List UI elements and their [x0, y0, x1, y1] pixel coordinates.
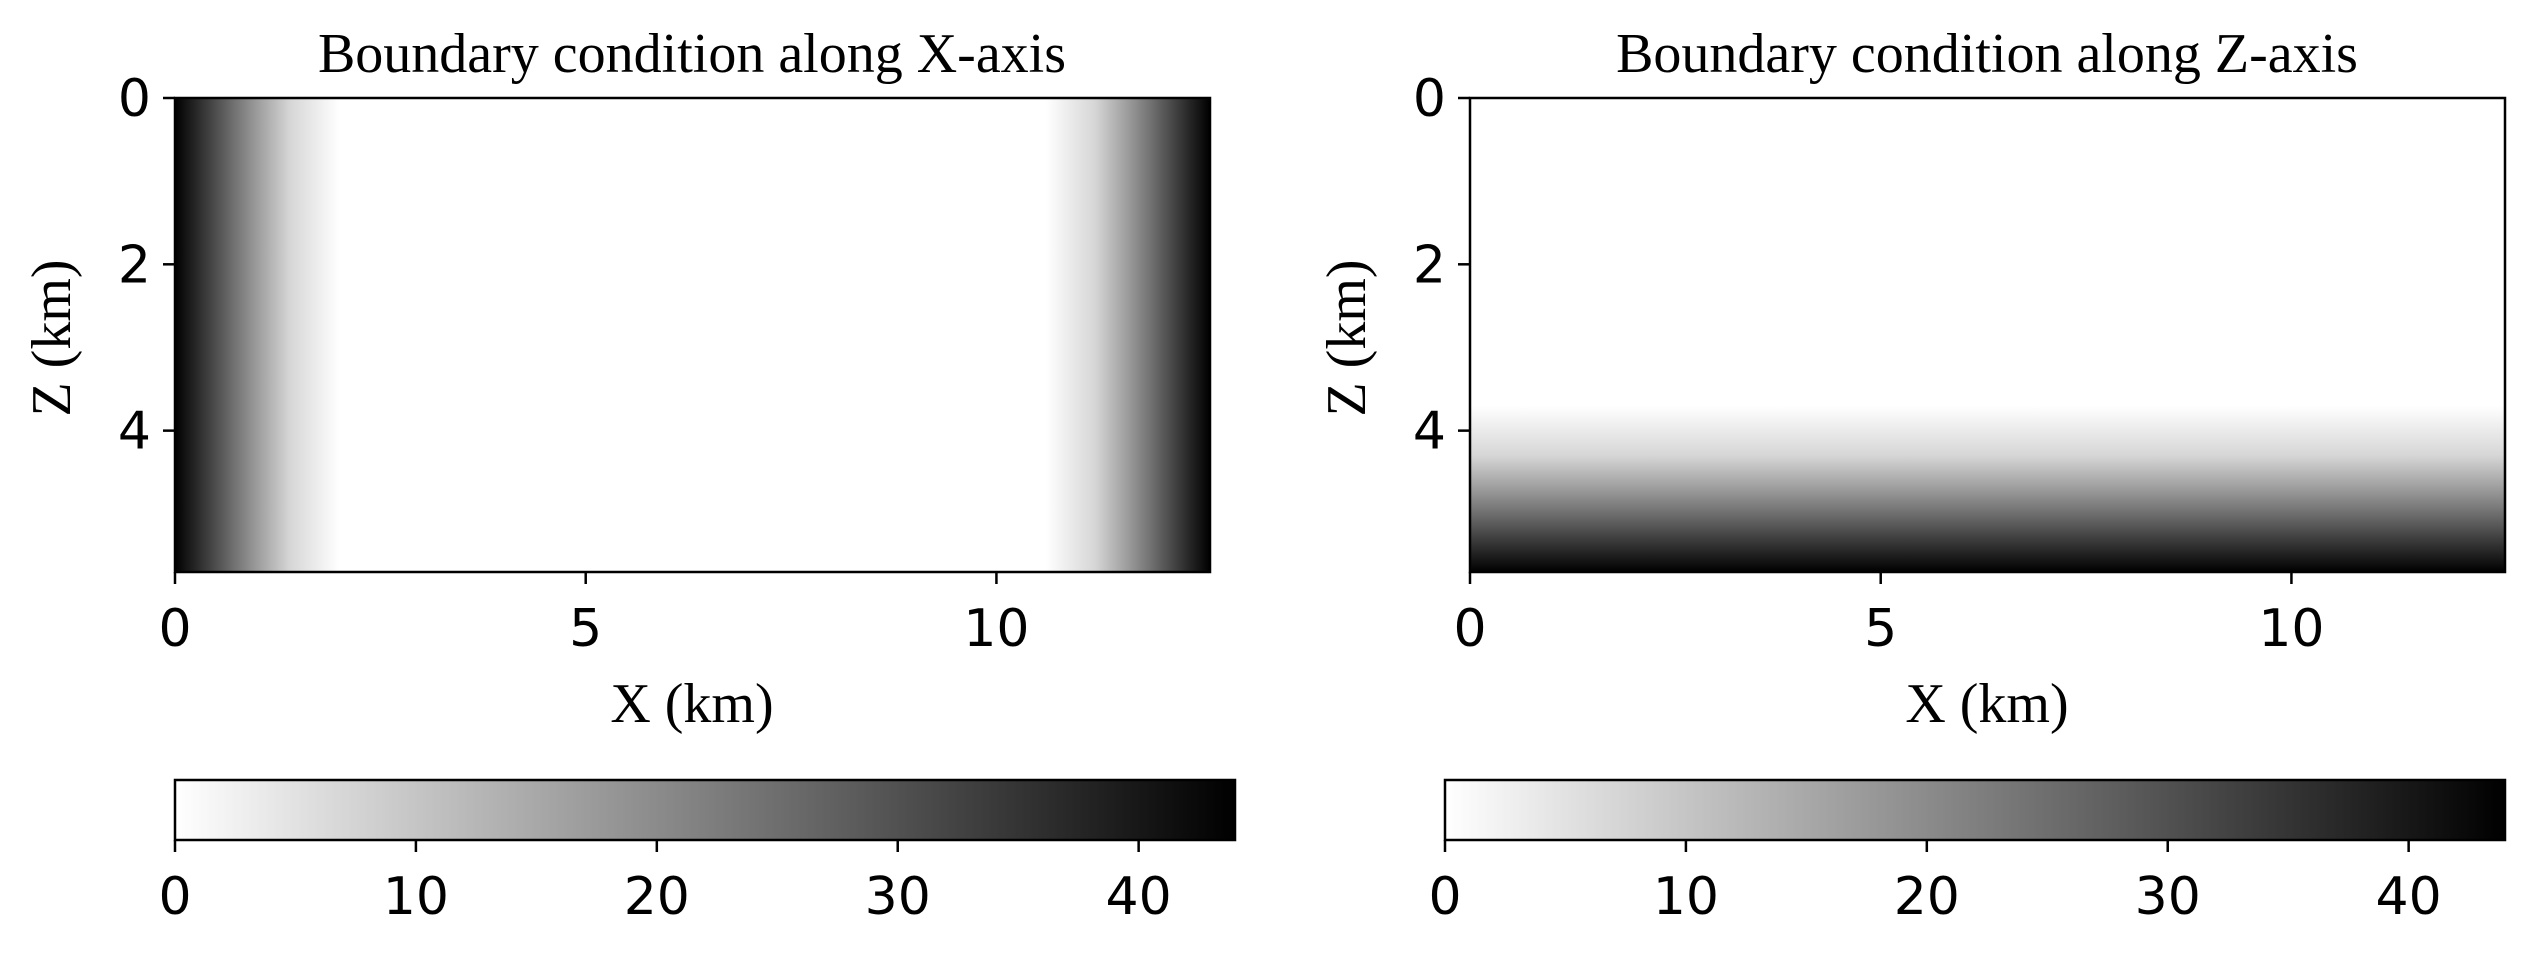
y-tick-label-left: 4 [118, 402, 151, 462]
chart-title-right: Boundary condition along Z-axis [1616, 23, 2358, 85]
y-tick-label-left: 2 [118, 235, 151, 295]
heatmap-right [1470, 98, 2505, 572]
x-tick-label-left: 5 [569, 599, 602, 659]
colorbar-fill-left [175, 780, 1235, 840]
y-axis-label-right: Z (km) [1316, 259, 1378, 416]
colorbar-tick-label-left: 10 [383, 867, 449, 927]
colorbar-tick-label-right: 0 [1428, 867, 1461, 927]
colorbar-fill-right [1445, 780, 2505, 840]
y-axis-label-left: Z (km) [21, 259, 83, 416]
x-tick-label-right: 0 [1453, 599, 1486, 659]
x-axis-label-right: X (km) [1905, 673, 2068, 735]
y-tick-label-left: 0 [118, 69, 151, 129]
x-tick-label-left: 0 [158, 599, 191, 659]
x-tick-label-right: 10 [2258, 599, 2324, 659]
colorbar-tick-label-right: 10 [1653, 867, 1719, 927]
heatmap-left [175, 98, 1210, 572]
colorbar-frame-right [1443, 778, 2507, 842]
x-axis-ticks-right: 0 5 10 [1453, 572, 2325, 659]
colorbar-ticks-left: 0 10 20 30 40 [158, 840, 1172, 927]
colorbar-tick-label-left: 30 [865, 867, 931, 927]
colorbar-tick-label-left: 0 [158, 867, 191, 927]
panel-z-boundary: Boundary condition along Z-axis 0 5 10 0 2 4… [1316, 23, 2507, 735]
colorbar-tick-label-left: 20 [624, 867, 690, 927]
y-tick-label-right: 0 [1413, 69, 1446, 129]
y-tick-label-right: 2 [1413, 235, 1446, 295]
colorbar-tick-label-right: 20 [1894, 867, 1960, 927]
x-tick-label-right: 5 [1864, 599, 1897, 659]
colorbar-tick-label-left: 40 [1106, 867, 1172, 927]
y-tick-label-right: 4 [1413, 402, 1446, 462]
x-axis-ticks-left: 0 5 10 [158, 572, 1030, 659]
colorbar-right: 0 10 20 30 40 [1428, 778, 2507, 927]
colorbar-frame-left [173, 778, 1237, 842]
colorbar-tick-label-right: 40 [2376, 867, 2442, 927]
colorbar-tick-label-right: 30 [2135, 867, 2201, 927]
plot-frame-left [173, 96, 1212, 574]
chart-title-left: Boundary condition along X-axis [318, 23, 1066, 85]
colorbar-left: 0 10 20 30 40 [158, 778, 1237, 927]
y-axis-ticks-right: 0 2 4 [1413, 69, 1470, 462]
y-axis-ticks-left: 0 2 4 [118, 69, 175, 462]
colorbar-ticks-right: 0 10 20 30 40 [1428, 840, 2442, 927]
plot-frame-right [1468, 96, 2507, 574]
panel-x-boundary: Boundary condition along X-axis 0 5 10 0 2 4… [21, 23, 1212, 735]
x-axis-label-left: X (km) [610, 673, 773, 735]
x-tick-label-left: 10 [963, 599, 1029, 659]
